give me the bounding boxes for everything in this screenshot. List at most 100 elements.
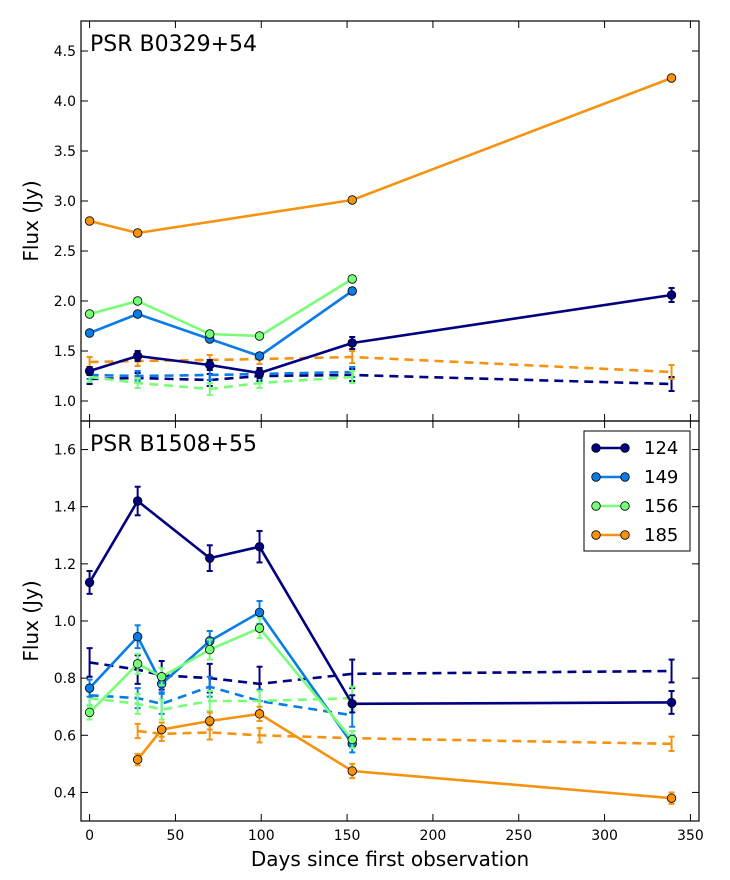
data-point xyxy=(347,734,357,745)
y-tick-label: 3.0 xyxy=(54,194,76,210)
data-point xyxy=(156,672,167,682)
data-point xyxy=(347,338,357,348)
legend-marker xyxy=(591,501,601,511)
y-tick-label: 4.5 xyxy=(54,44,76,60)
legend: 124 149 156 185 xyxy=(583,430,691,552)
data-point xyxy=(254,607,265,618)
legend-box xyxy=(583,430,691,552)
data-point xyxy=(84,683,95,693)
series-line xyxy=(136,712,672,800)
legend-marker xyxy=(620,530,630,540)
data-point xyxy=(156,724,167,735)
data-point xyxy=(132,296,143,306)
legend-marker xyxy=(591,443,601,453)
x-tick-label: 100 xyxy=(248,828,275,844)
series-124-dashed xyxy=(86,368,675,392)
series-line xyxy=(89,375,353,391)
panel-b1508: 0.4 0.6 0.8 1.0 1.2 1.4 1.6 0 50 100 150 200 250 300 3… xyxy=(19,420,704,844)
data-point xyxy=(254,368,265,378)
y-axis-label: Flux (Jy) xyxy=(19,180,43,261)
data-point xyxy=(254,351,265,361)
panel-b0329: 1.0 1.5 2.0 2.5 3.0 3.5 4.0 4.5 Flux (Jy) PSR B03… xyxy=(19,20,700,422)
data-point xyxy=(132,659,143,669)
data-point xyxy=(347,274,357,284)
legend-marker xyxy=(591,530,601,540)
data-point xyxy=(254,623,265,633)
series-185-solid xyxy=(132,705,677,805)
series-124-dashed xyxy=(86,647,675,702)
x-tick-label: 300 xyxy=(591,828,618,844)
x-tick-label: 250 xyxy=(505,828,532,844)
series-line xyxy=(89,289,353,358)
data-point xyxy=(84,577,95,588)
data-point xyxy=(132,632,143,642)
legend-marker xyxy=(591,472,601,482)
data-point xyxy=(132,309,143,319)
series-185-solid xyxy=(84,73,677,238)
series-185-dashed xyxy=(134,722,675,752)
data-point xyxy=(205,329,215,339)
legend-marker xyxy=(620,472,630,482)
y-tick-label: 0.4 xyxy=(54,785,76,801)
data-point xyxy=(347,286,357,296)
data-point xyxy=(347,766,357,776)
data-point xyxy=(205,644,215,655)
data-point xyxy=(666,697,677,708)
data-point xyxy=(347,195,357,205)
series-line xyxy=(89,373,672,386)
series-124-solid xyxy=(84,287,677,379)
data-point xyxy=(205,553,215,563)
data-point xyxy=(132,228,143,238)
y-tick-label: 2.5 xyxy=(54,244,76,260)
data-point xyxy=(347,699,357,709)
y-tick-label: 4.0 xyxy=(54,94,76,110)
legend-label: 149 xyxy=(644,467,678,488)
x-tick-label: 150 xyxy=(334,828,361,844)
data-point xyxy=(666,73,677,83)
x-tick-label: 50 xyxy=(167,828,185,844)
data-point xyxy=(205,360,215,370)
x-tick-label: 350 xyxy=(677,828,704,844)
data-point xyxy=(666,290,677,300)
data-point xyxy=(84,366,95,376)
data-point xyxy=(254,331,265,341)
x-tick-label: 0 xyxy=(85,828,94,844)
series-line xyxy=(89,696,353,711)
data-point xyxy=(84,309,95,319)
y-tick-label: 1.5 xyxy=(54,344,76,360)
data-point xyxy=(84,216,95,226)
panel-title: PSR B0329+54 xyxy=(90,32,257,57)
legend-label: 185 xyxy=(644,525,678,546)
y-axis-label: Flux (Jy) xyxy=(19,580,43,661)
x-axis-label: Days since first observation xyxy=(251,847,529,871)
data-point xyxy=(84,328,95,338)
data-point xyxy=(205,716,215,726)
series-156-solid xyxy=(84,617,357,750)
data-point xyxy=(132,351,143,361)
series-line xyxy=(89,76,672,235)
series-line xyxy=(89,355,672,374)
series-124-solid xyxy=(84,485,677,715)
legend-label: 156 xyxy=(644,496,678,517)
data-point xyxy=(254,542,265,552)
series-149-solid xyxy=(84,286,357,361)
series-line xyxy=(88,499,672,706)
data-point xyxy=(254,709,265,719)
data-point xyxy=(84,707,95,718)
series-line xyxy=(89,661,672,686)
y-tick-label: 0.6 xyxy=(54,728,76,744)
series-line xyxy=(89,685,353,717)
series-156-dashed xyxy=(86,370,356,396)
series-line xyxy=(88,626,354,741)
series-line xyxy=(89,277,353,338)
data-point xyxy=(132,754,143,765)
legend-marker xyxy=(620,443,630,453)
y-tick-label: 0.8 xyxy=(54,671,76,687)
y-tick-label: 2.0 xyxy=(54,294,76,310)
series-line xyxy=(89,293,672,375)
y-tick-label: 3.5 xyxy=(54,144,76,160)
series-line xyxy=(137,729,672,746)
x-tick-label: 200 xyxy=(420,828,447,844)
y-tick-label: 1.6 xyxy=(54,443,76,459)
